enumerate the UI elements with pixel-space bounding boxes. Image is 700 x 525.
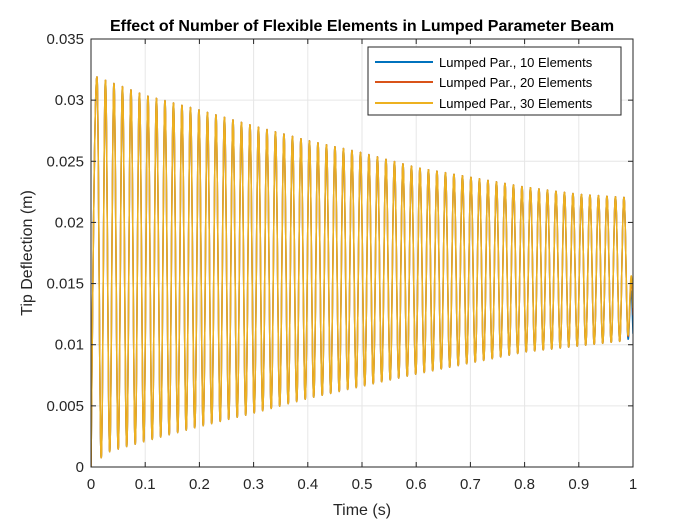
legend-label-10-elements: Lumped Par., 10 Elements <box>439 55 593 70</box>
y-axis-label: Tip Deflection (m) <box>19 190 36 316</box>
x-tick-label: 0.9 <box>568 476 589 493</box>
y-tick-label: 0.03 <box>55 92 84 109</box>
x-tick-labels: 0 0.1 0.2 0.3 0.4 0.5 0.6 0.7 0.8 0.9 1 <box>87 476 637 493</box>
x-tick-label: 0.3 <box>243 476 264 493</box>
x-tick-label: 0.7 <box>460 476 481 493</box>
y-tick-label: 0.025 <box>46 153 84 170</box>
legend: Lumped Par., 10 Elements Lumped Par., 20… <box>367 46 622 116</box>
x-tick-label: 1 <box>629 476 637 493</box>
x-tick-label: 0.4 <box>297 476 318 493</box>
y-tick-label: 0.015 <box>46 276 84 293</box>
y-tick-label: 0.035 <box>46 31 84 48</box>
tick-marks <box>90 38 634 468</box>
series-layer <box>91 76 633 467</box>
x-tick-label: 0.1 <box>135 476 156 493</box>
x-axis-label: Time (s) <box>333 502 391 519</box>
y-tick-labels: 0 0.005 0.01 0.015 0.02 0.025 0.03 0.035 <box>46 31 84 476</box>
y-tick-label: 0.005 <box>46 398 84 415</box>
y-tick-label: 0 <box>76 459 84 476</box>
legend-label-20-elements: Lumped Par., 20 Elements <box>439 75 593 90</box>
x-tick-label: 0.5 <box>352 476 373 493</box>
x-tick-label: 0.6 <box>406 476 427 493</box>
x-tick-label: 0.2 <box>189 476 210 493</box>
y-tick-label: 0.02 <box>55 214 84 231</box>
legend-label-30-elements: Lumped Par., 30 Elements <box>439 96 593 111</box>
series-line-3 <box>91 76 633 467</box>
chart-title: Effect of Number of Flexible Elements in… <box>110 18 614 35</box>
x-tick-label: 0.8 <box>514 476 535 493</box>
x-tick-label: 0 <box>87 476 95 493</box>
y-tick-label: 0.01 <box>55 337 84 354</box>
